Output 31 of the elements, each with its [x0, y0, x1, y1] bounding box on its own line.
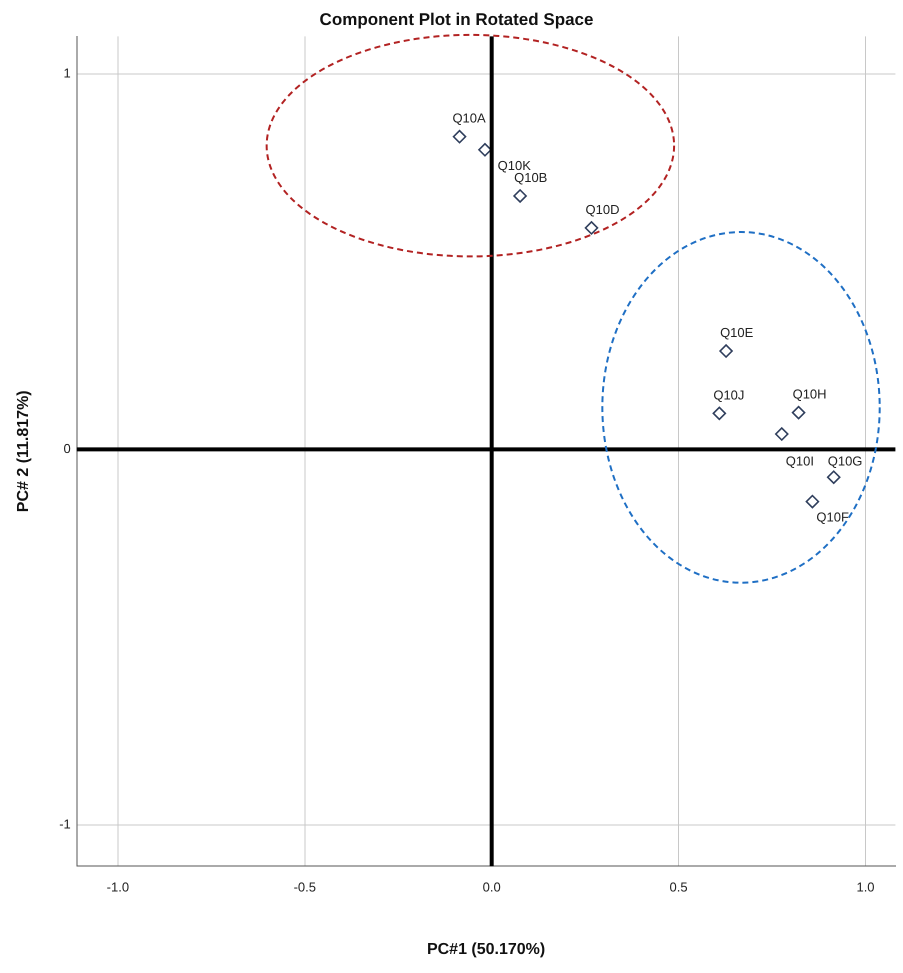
point	[584, 221, 598, 235]
y-tick-label: 0	[64, 441, 71, 456]
data-label: Q10G	[828, 454, 862, 468]
data-label: Q10I	[786, 454, 814, 468]
y-tick-label: 1	[64, 66, 71, 81]
data-label: Q10H	[792, 386, 827, 402]
point	[452, 130, 466, 144]
point	[478, 142, 492, 157]
y-tick-label: -1	[59, 816, 71, 832]
x-tick-label: 1.0	[856, 880, 875, 895]
data-label: Q10K	[498, 158, 532, 173]
y-axis-title: PC# 2 (11.817%)	[15, 390, 32, 512]
data-label: Q10D	[585, 202, 620, 217]
point	[719, 344, 733, 358]
point	[806, 494, 820, 508]
data-label: Q10J	[713, 387, 744, 402]
data-label: Q10E	[720, 325, 754, 340]
x-tick-label: -1.0	[106, 880, 130, 895]
x-tick-label: 0.0	[482, 880, 501, 895]
x-axis-title: PC#1 (50.170%)	[426, 940, 546, 958]
point	[792, 406, 806, 420]
data-label: Q10B	[514, 170, 548, 186]
data-label: Q10F	[816, 510, 849, 525]
point	[712, 406, 726, 420]
chart-title: Component Plot in Rotated Space	[320, 10, 594, 29]
x-tick-label: 0.5	[670, 880, 688, 895]
x-tick-label: -0.5	[294, 880, 316, 895]
point	[513, 189, 527, 203]
point	[826, 470, 841, 484]
data-label: Q10A	[452, 110, 486, 126]
point	[774, 427, 789, 441]
